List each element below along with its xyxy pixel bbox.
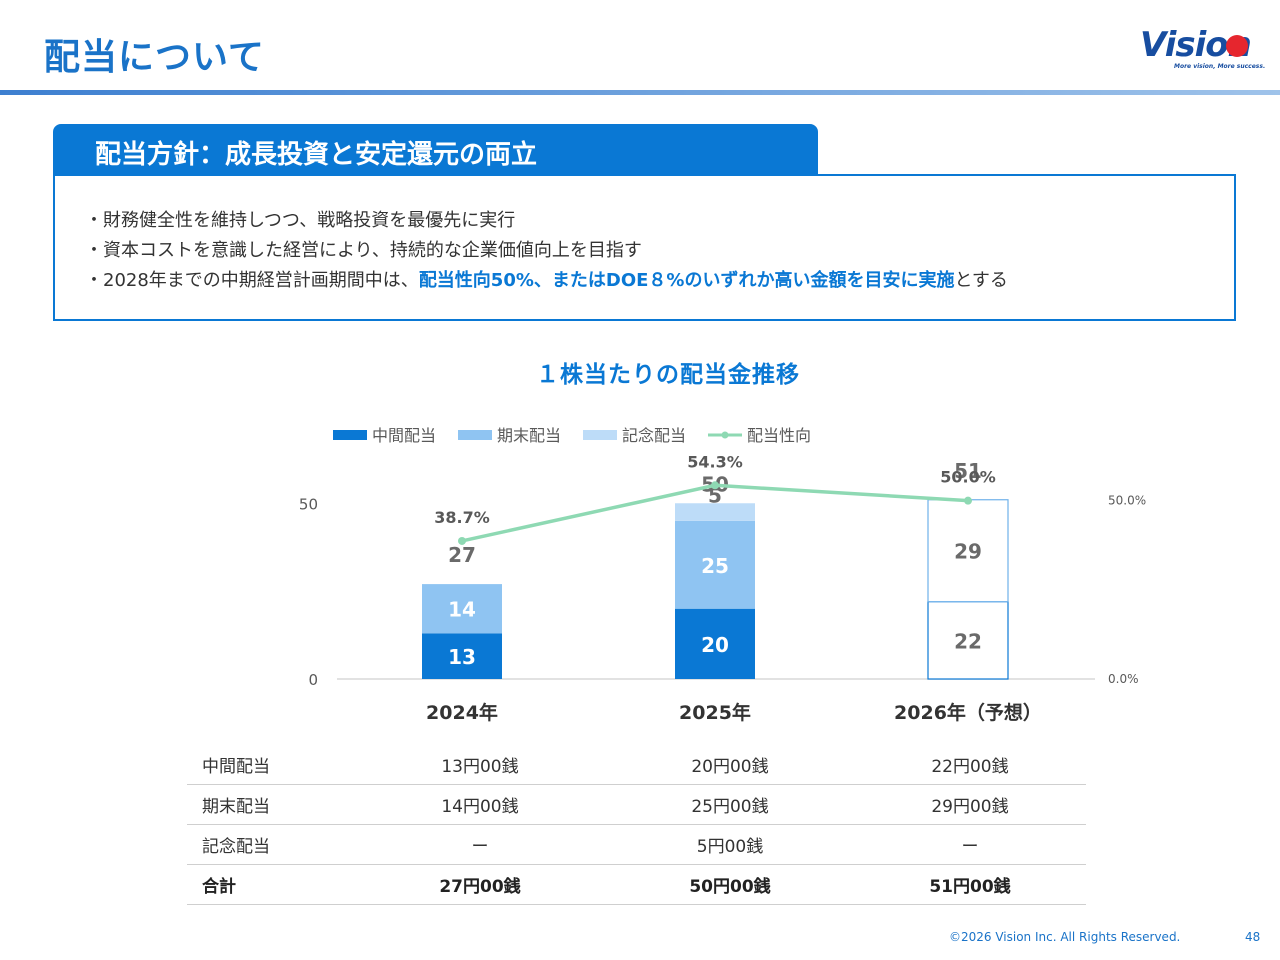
payout-ratio-label: 50.0% xyxy=(940,468,996,487)
bar-segment-value-label: 5 xyxy=(708,483,722,507)
dividend-table: 中間配当 13円00銭 20円00銭 22円00銭 期末配当 14円00銭 25… xyxy=(187,745,1086,905)
table-cell: 51円00銭 xyxy=(854,864,1086,905)
table-row-label: 記念配当 xyxy=(187,824,354,865)
table-row: 中間配当 13円00銭 20円00銭 22円00銭 xyxy=(187,745,1086,785)
bar-segment-value-label: 14 xyxy=(448,598,476,622)
x-axis-category-label: 2025年 xyxy=(679,701,751,724)
policy-bullet: ・資本コストを意識した経営により、持続的な企業価値向上を目指す xyxy=(85,236,1008,266)
bar-segment-value-label: 22 xyxy=(954,629,982,653)
bar-segment-value-label: 25 xyxy=(701,554,729,578)
table-cell: 20円00銭 xyxy=(606,745,854,785)
bar-segment-value-label: 29 xyxy=(954,540,982,564)
bar-segment xyxy=(927,499,1009,603)
page-number: 48 xyxy=(1245,930,1261,944)
legend-swatch xyxy=(333,430,367,440)
policy-list: ・財務健全性を維持しつつ、戦略投資を最優先に実行 ・資本コストを意識した経営によ… xyxy=(85,206,1008,296)
table-row: 記念配当 ー 5円00銭 ー xyxy=(187,824,1086,865)
bar-segment xyxy=(422,584,502,634)
right-axis-tick-label: 0.0% xyxy=(1108,672,1139,686)
payout-ratio-point xyxy=(711,481,719,490)
legend-label: 記念配当 xyxy=(622,426,686,445)
table-cell: 14円00銭 xyxy=(354,784,606,825)
logo-tagline: More vision, More success. xyxy=(1174,63,1266,70)
table-row-label: 合計 xyxy=(187,864,354,905)
vision-logo: Vision More vision, More success. xyxy=(1140,26,1268,74)
policy-bullet-text: ・資本コストを意識した経営により、持続的な企業価値向上を目指す xyxy=(85,240,642,261)
right-axis-tick-label: 50.0% xyxy=(1108,494,1146,508)
legend-line-marker xyxy=(721,431,729,439)
table-cell: 22円00銭 xyxy=(854,745,1086,785)
table-cell: 29円00銭 xyxy=(854,784,1086,825)
policy-box: ・財務健全性を維持しつつ、戦略投資を最優先に実行 ・資本コストを意識した経営によ… xyxy=(53,174,1236,321)
table-cell: 25円00銭 xyxy=(606,784,854,825)
bar-segment xyxy=(675,520,755,609)
legend-swatch xyxy=(458,430,492,440)
policy-bullet-text: ・2028年までの中期経営計画期間中は、 xyxy=(85,270,419,291)
legend-label: 配当性向 xyxy=(747,426,811,445)
left-axis-tick-label: 0 xyxy=(308,671,318,689)
bar-segment xyxy=(927,601,1009,680)
policy-title: 配当方針：成長投資と安定還元の両立 xyxy=(95,140,538,170)
bar-segment-value-label: 20 xyxy=(701,633,729,657)
table-total-row: 合計 27円00銭 50円00銭 51円00銭 xyxy=(187,864,1086,905)
legend-swatch xyxy=(583,430,617,440)
policy-highlight-text: 配当性向50%、またはDOE８%のいずれか高い金額を目安に実施 xyxy=(418,270,955,291)
table-cell: 27円00銭 xyxy=(354,864,606,905)
table-cell: ー xyxy=(854,824,1086,865)
policy-bullet: ・財務健全性を維持しつつ、戦略投資を最優先に実行 xyxy=(85,206,1008,236)
dividend-chart: 0 50 0.0% 50.0% 2024年 2025年 2026年（予想） 13 14 27 20 2… xyxy=(299,426,1146,724)
bar-total-label: 27 xyxy=(448,543,476,567)
payout-ratio-label: 38.7% xyxy=(434,508,490,527)
page-title: 配当について xyxy=(44,37,265,78)
payout-ratio-point xyxy=(458,536,466,545)
payout-ratio-point xyxy=(964,496,972,505)
table-row-label: 中間配当 xyxy=(187,745,354,785)
legend-label: 中間配当 xyxy=(372,426,436,445)
table-cell: 13円00銭 xyxy=(354,745,606,785)
table-cell: 5円00銭 xyxy=(606,824,854,865)
bar-segment xyxy=(422,633,502,679)
table-row-label: 期末配当 xyxy=(187,784,354,825)
header-divider xyxy=(0,90,1280,95)
copyright: ©2026 Vision Inc. All Rights Reserved. xyxy=(949,930,1181,944)
policy-bullet-tail: とする xyxy=(954,270,1008,291)
x-axis-category-label: 2024年 xyxy=(426,701,498,724)
table-cell: 50円00銭 xyxy=(606,864,854,905)
x-axis-category-label: 2026年（予想） xyxy=(894,701,1042,724)
policy-heading-tab: 配当方針：成長投資と安定還元の両立 xyxy=(53,124,818,176)
payout-ratio-label: 54.3% xyxy=(687,452,743,471)
logo-red-dot xyxy=(1226,35,1248,57)
policy-bullet-text: ・財務健全性を維持しつつ、戦略投資を最優先に実行 xyxy=(85,210,516,231)
chart-title: １株当たりの配当金推移 xyxy=(536,362,800,388)
table-cell: ー xyxy=(354,824,606,865)
bar-segment xyxy=(675,503,755,521)
bar-total-label: 51 xyxy=(954,459,982,483)
bar-segment-value-label: 13 xyxy=(448,645,476,669)
bar-segment xyxy=(675,608,755,679)
left-axis-tick-label: 50 xyxy=(299,495,318,513)
policy-bullet: ・2028年までの中期経営計画期間中は、配当性向50%、またはDOE８%のいずれ… xyxy=(85,266,1008,296)
table-row: 期末配当 14円00銭 25円00銭 29円00銭 xyxy=(187,784,1086,825)
legend-label: 期末配当 xyxy=(497,426,561,445)
